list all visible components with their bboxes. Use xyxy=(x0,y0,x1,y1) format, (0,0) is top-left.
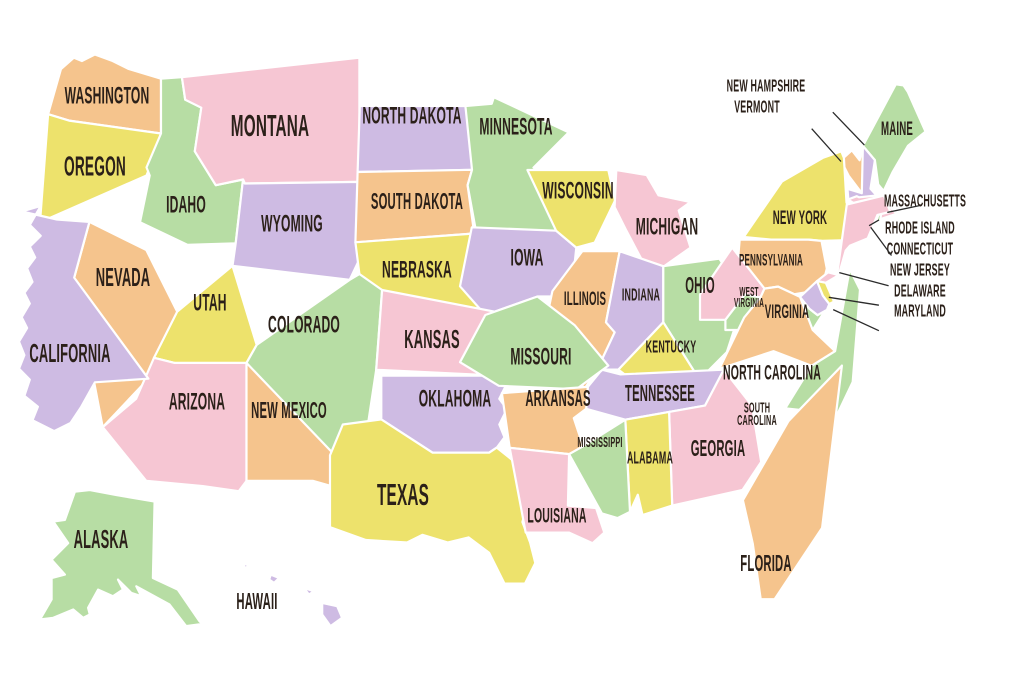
svg-text:NEBRASKA: NEBRASKA xyxy=(382,257,452,284)
svg-text:VERMONT: VERMONT xyxy=(734,96,780,116)
svg-text:DELAWARE: DELAWARE xyxy=(894,280,946,300)
svg-text:MONTANA: MONTANA xyxy=(231,110,309,144)
svg-text:MISSOURI: MISSOURI xyxy=(510,344,571,371)
svg-text:RHODE ISLAND: RHODE ISLAND xyxy=(885,217,955,237)
svg-text:NEW HAMPSHIRE: NEW HAMPSHIRE xyxy=(727,75,806,95)
svg-text:IDAHO: IDAHO xyxy=(166,192,206,219)
svg-text:TENNESSEE: TENNESSEE xyxy=(625,381,695,406)
svg-text:GEORGIA: GEORGIA xyxy=(691,436,746,461)
svg-text:VIRGINIA: VIRGINIA xyxy=(734,297,764,311)
svg-text:WASHINGTON: WASHINGTON xyxy=(65,83,150,110)
svg-text:MAINE: MAINE xyxy=(881,119,913,141)
svg-text:NORTH DAKOTA: NORTH DAKOTA xyxy=(362,103,461,130)
svg-text:MICHIGAN: MICHIGAN xyxy=(636,214,699,241)
svg-text:CALIFORNIA: CALIFORNIA xyxy=(29,339,110,368)
svg-text:INDIANA: INDIANA xyxy=(622,284,660,304)
svg-text:TEXAS: TEXAS xyxy=(377,479,429,513)
svg-text:NEW YORK: NEW YORK xyxy=(773,208,827,230)
svg-text:NEVADA: NEVADA xyxy=(96,263,151,292)
svg-text:CAROLINA: CAROLINA xyxy=(737,414,777,429)
svg-text:ARKANSAS: ARKANSAS xyxy=(525,386,590,411)
svg-text:COLORADO: COLORADO xyxy=(268,312,340,339)
svg-text:OKLAHOMA: OKLAHOMA xyxy=(419,386,492,413)
svg-text:HAWAII: HAWAII xyxy=(236,589,277,614)
svg-text:SOUTH DAKOTA: SOUTH DAKOTA xyxy=(371,189,463,214)
svg-text:KENTUCKY: KENTUCKY xyxy=(646,336,697,356)
svg-text:PENNSYLVANIA: PENNSYLVANIA xyxy=(739,250,803,269)
svg-text:ILLINOIS: ILLINOIS xyxy=(564,289,606,311)
svg-text:MARYLAND: MARYLAND xyxy=(894,300,946,320)
svg-text:IOWA: IOWA xyxy=(511,245,544,272)
svg-text:ARIZONA: ARIZONA xyxy=(169,389,225,416)
svg-text:OREGON: OREGON xyxy=(64,150,126,182)
svg-text:OHIO: OHIO xyxy=(685,273,715,298)
svg-text:KANSAS: KANSAS xyxy=(404,325,460,354)
svg-text:ALABAMA: ALABAMA xyxy=(627,447,673,467)
svg-text:MINNESOTA: MINNESOTA xyxy=(479,114,552,141)
svg-text:FLORIDA: FLORIDA xyxy=(740,551,791,576)
svg-text:ALASKA: ALASKA xyxy=(74,525,129,554)
svg-text:WYOMING: WYOMING xyxy=(261,211,323,238)
svg-text:NORTH CAROLINA: NORTH CAROLINA xyxy=(723,361,821,385)
svg-text:MISSISSIPPI: MISSISSIPPI xyxy=(577,435,622,450)
svg-text:VIRGINIA: VIRGINIA xyxy=(765,302,809,324)
svg-text:LOUISIANA: LOUISIANA xyxy=(527,504,586,528)
svg-text:CONNECTICUT: CONNECTICUT xyxy=(887,238,954,258)
svg-text:NEW JERSEY: NEW JERSEY xyxy=(890,259,950,279)
svg-text:MASSACHUSETTS: MASSACHUSETTS xyxy=(884,190,966,210)
svg-text:UTAH: UTAH xyxy=(193,290,226,317)
svg-text:NEW MEXICO: NEW MEXICO xyxy=(251,398,327,423)
svg-text:WISCONSIN: WISCONSIN xyxy=(542,178,613,205)
